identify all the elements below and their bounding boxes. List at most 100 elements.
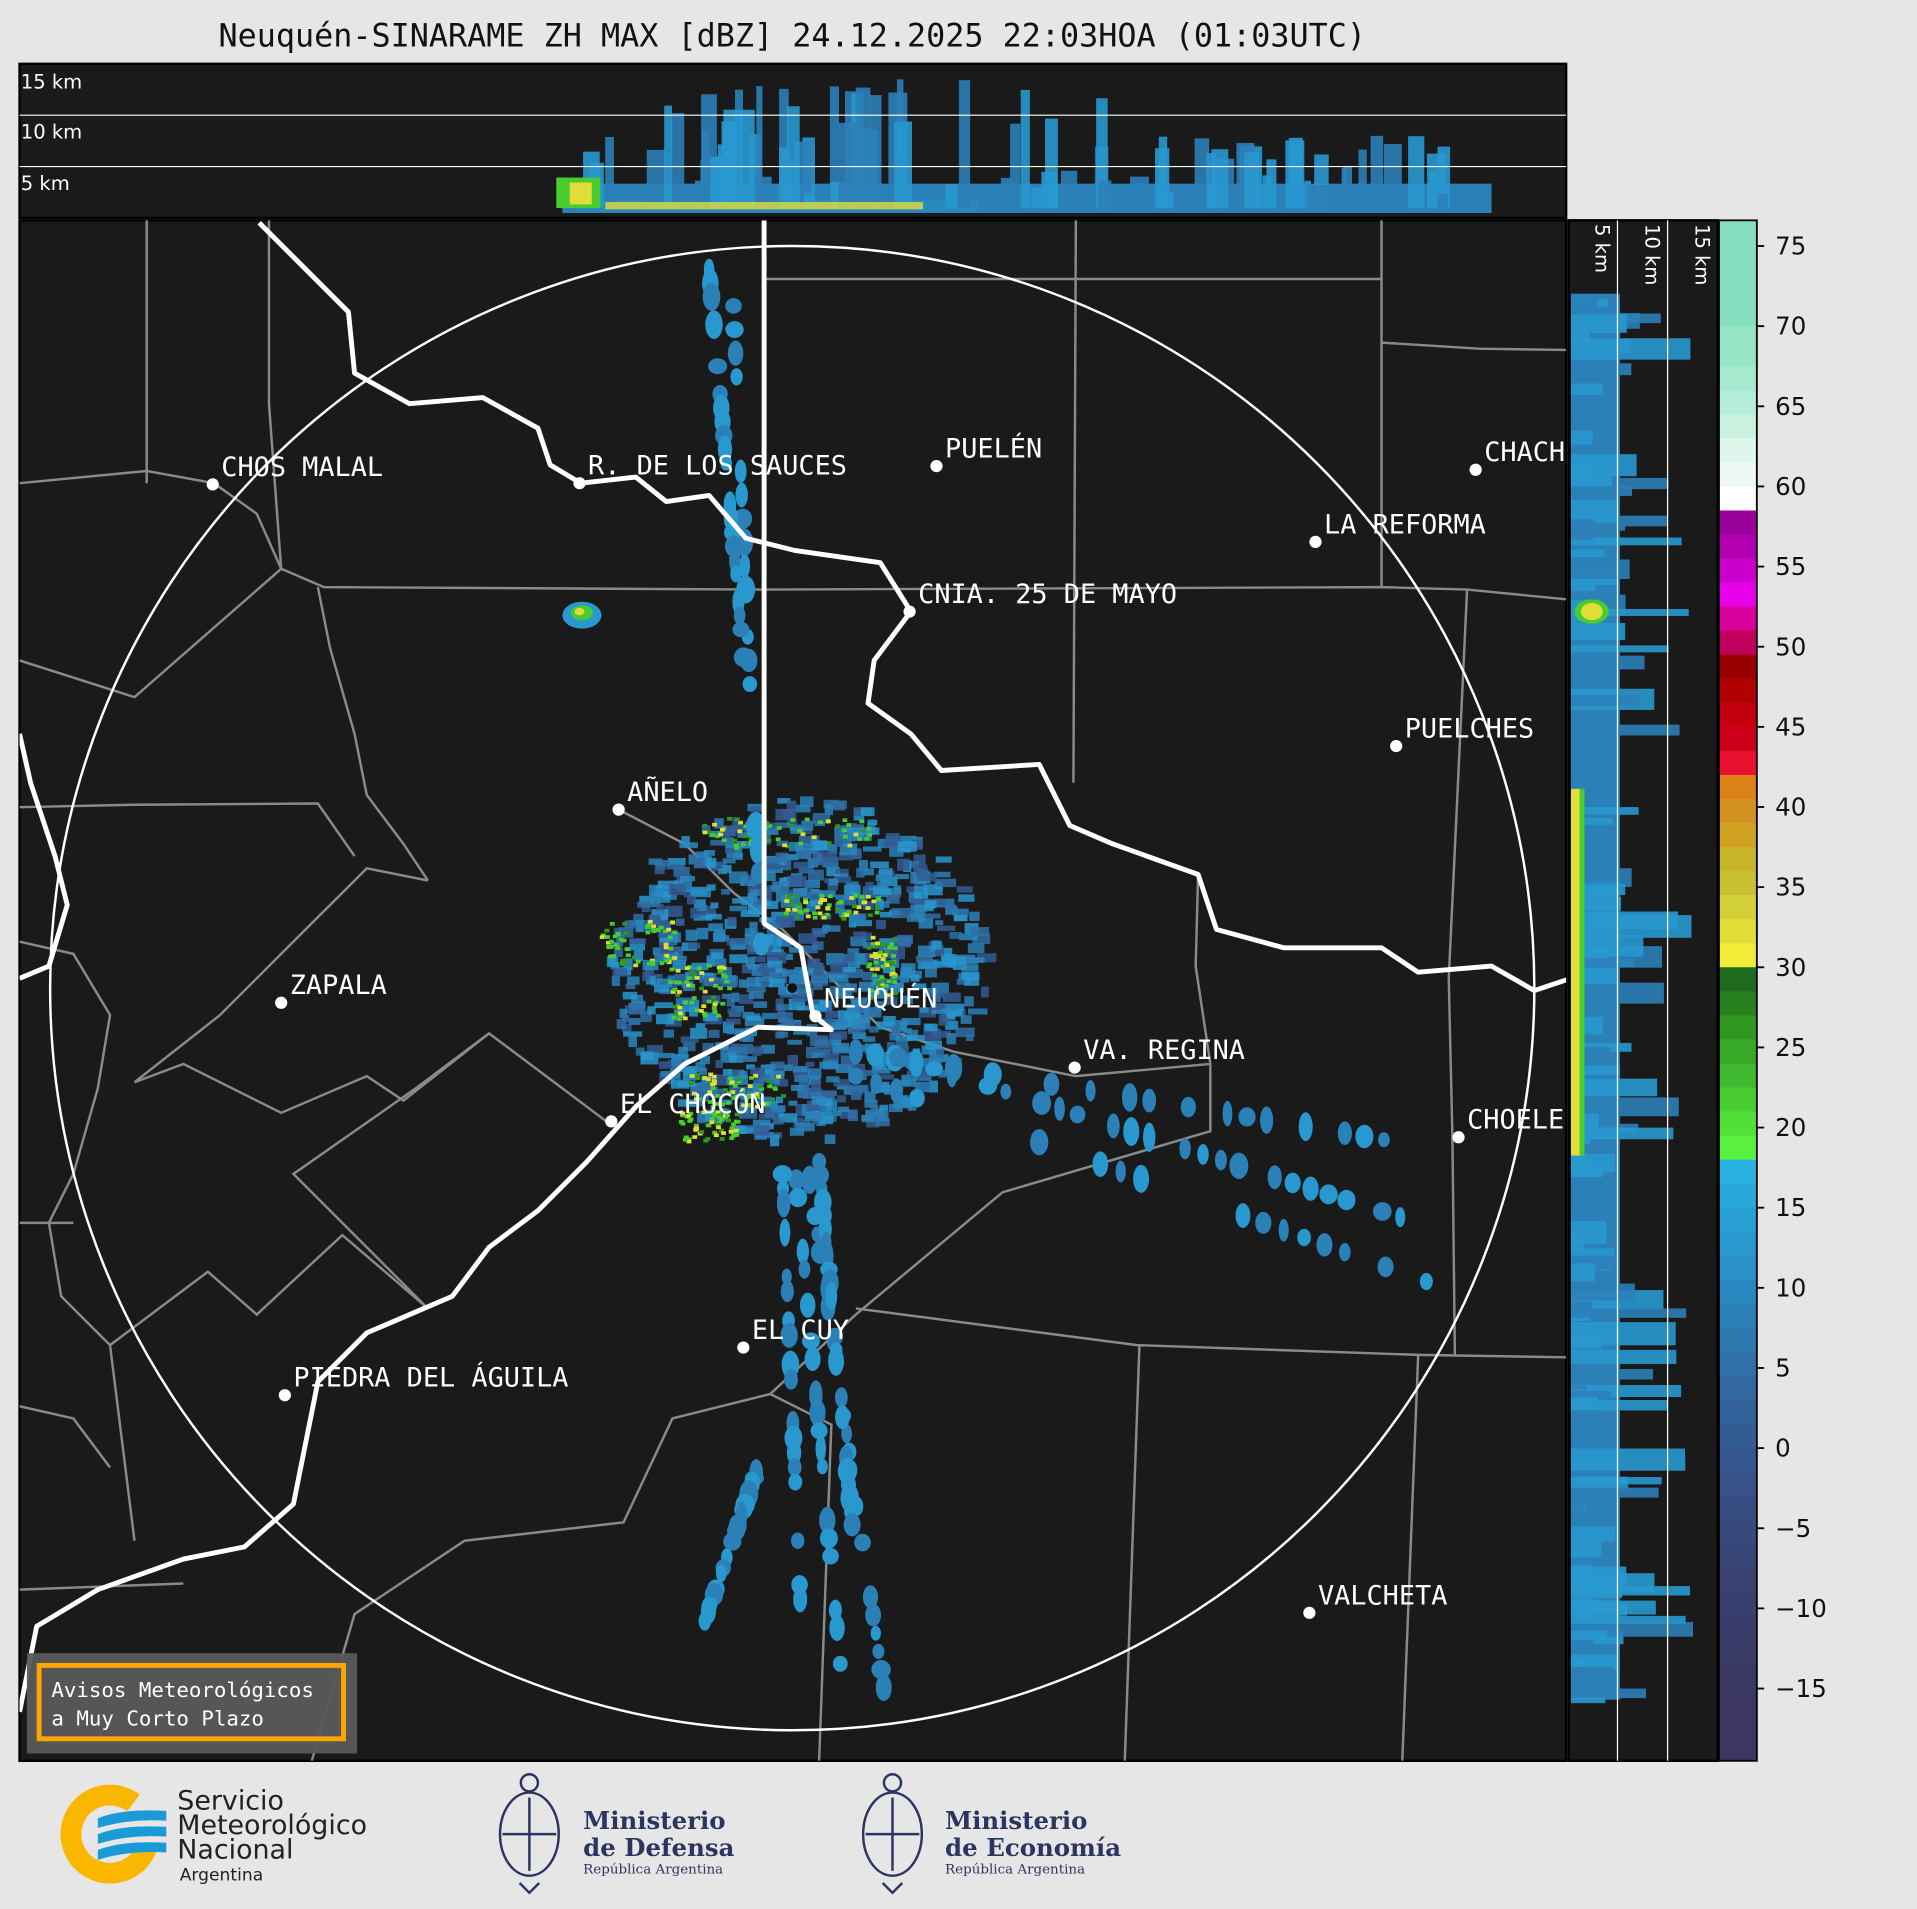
- radar-map[interactable]: CHOS MALAL R. DE LOS SAUCES PUELÉN CHACH LA …: [18, 219, 1571, 1763]
- side-panel-label-5km: 5 km: [1590, 224, 1613, 273]
- city-dot-icon: [1309, 535, 1322, 548]
- city-dot-icon: [278, 1389, 291, 1402]
- colorbar-segment: [1718, 220, 1757, 327]
- city-dot-icon: [1390, 739, 1403, 753]
- city-dot-icon: [612, 803, 625, 816]
- colorbar-segment: [1718, 774, 1757, 800]
- city-label: EL CHOCÓN: [620, 1088, 766, 1120]
- city-marker[interactable]: EL CHOCÓN: [605, 1088, 765, 1128]
- colorbar-segment: [1718, 1351, 1757, 1377]
- city-marker[interactable]: CHOELE: [1452, 1105, 1564, 1144]
- colorbar-segment: [1718, 1520, 1757, 1545]
- city-label: PUELCHES: [1405, 713, 1534, 744]
- city-dot-icon: [605, 1115, 618, 1128]
- ministerio-economia-logo: Ministerio de Economía República Argenti…: [861, 1773, 1121, 1895]
- colorbar-segment: [1718, 438, 1757, 464]
- colorbar-segment: [1718, 1640, 1757, 1666]
- coat-of-arms-icon: [498, 1773, 560, 1895]
- colorbar-tick-label: 55: [1775, 552, 1806, 581]
- city-label: NEUQUÉN: [824, 983, 937, 1015]
- smn-text-1: Servicio: [177, 1786, 284, 1817]
- colorbar-tick-label: −15: [1775, 1674, 1827, 1703]
- city-marker[interactable]: R. DE LOS SAUCES: [573, 451, 847, 490]
- city-label: CHACH: [1484, 437, 1565, 468]
- city-marker[interactable]: EL CUY: [737, 1315, 849, 1354]
- colorbar-tick-label: 70: [1775, 312, 1806, 341]
- city-marker[interactable]: PUELCHES: [1390, 713, 1534, 753]
- side-cross-section-panel: 5 km 10 km 15 km: [1567, 219, 1719, 1763]
- city-dot-icon: [930, 459, 943, 473]
- colorbar-tick-label: 20: [1775, 1113, 1806, 1142]
- colorbar-segment: [1718, 967, 1757, 992]
- city-marker[interactable]: PUELÉN: [930, 433, 1042, 473]
- top-panel-label-5km: 5 km: [21, 172, 70, 195]
- city-marker[interactable]: CHACH: [1469, 437, 1566, 476]
- colorbar-segment: [1718, 847, 1757, 872]
- colorbar-tick-label: 25: [1775, 1033, 1806, 1062]
- city-dot-icon: [1452, 1131, 1465, 1144]
- colorbar-segment: [1718, 702, 1757, 728]
- colorbar-tick-label: 35: [1775, 873, 1806, 902]
- city-marker[interactable]: AÑELO: [612, 776, 709, 816]
- radar-site-marker: [787, 983, 798, 994]
- colorbar-segment: [1718, 1207, 1757, 1233]
- defensa-text-3: República Argentina: [583, 1862, 723, 1877]
- colorbar-segment: [1718, 1544, 1757, 1569]
- colorbar-tick-label: 50: [1775, 632, 1806, 661]
- colorbar-segment: [1718, 462, 1757, 488]
- colorbar-segment: [1718, 582, 1757, 608]
- top-panel-label-10km: 10 km: [21, 120, 82, 143]
- city-label: R. DE LOS SAUCES: [588, 451, 847, 482]
- city-label: CHOS MALAL: [221, 452, 383, 483]
- colorbar-tick-label: −10: [1775, 1594, 1827, 1623]
- city-marker[interactable]: CHOS MALAL: [206, 452, 383, 491]
- city-label: AÑELO: [627, 776, 708, 808]
- colorbar-segment: [1718, 1135, 1757, 1161]
- side-panel-label-10km: 10 km: [1641, 224, 1664, 285]
- colorbar-segment: [1718, 1303, 1757, 1329]
- colorbar-segment: [1718, 606, 1757, 632]
- figure-title: Neuquén-SINARAME ZH MAX [dBZ] 24.12.2025…: [218, 19, 1365, 55]
- city-marker[interactable]: LA REFORMA: [1309, 509, 1486, 548]
- colorbar-segment: [1718, 1255, 1757, 1281]
- colorbar-segment: [1718, 630, 1757, 656]
- city-dot-icon: [1469, 463, 1482, 476]
- city-marker[interactable]: PIEDRA DEL ÁGUILA: [278, 1362, 569, 1402]
- colorbar-segment: [1718, 1015, 1757, 1041]
- colorbar-segment: [1718, 919, 1757, 944]
- colorbar-segment: [1718, 750, 1757, 776]
- colorbar-segment: [1718, 1279, 1757, 1305]
- colorbar-frame: [1718, 219, 1758, 1762]
- economia-text-1: Ministerio: [945, 1806, 1087, 1835]
- colorbar-segment: [1718, 390, 1757, 415]
- colorbar-segment: [1718, 558, 1757, 584]
- colorbar-segment: [1718, 1712, 1757, 1762]
- colorbar-segment: [1718, 1592, 1757, 1618]
- city-label: EL CUY: [752, 1315, 849, 1346]
- colorbar-segment: [1718, 1159, 1757, 1185]
- colorbar-tick-label: 60: [1775, 472, 1806, 501]
- colorbar-segment: [1718, 1472, 1757, 1497]
- city-dot-icon: [1068, 1061, 1081, 1074]
- ministerio-defensa-logo: Ministerio de Defensa República Argentin…: [498, 1773, 735, 1895]
- colorbar-segment: [1718, 823, 1757, 848]
- city-marker[interactable]: NEUQUÉN: [809, 983, 937, 1023]
- colorbar-tick-label: 15: [1775, 1193, 1806, 1222]
- defensa-text-2: de Defensa: [583, 1833, 734, 1862]
- city-marker[interactable]: VALCHETA: [1303, 1580, 1447, 1619]
- city-marker[interactable]: ZAPALA: [275, 970, 387, 1009]
- colorbar-segment: [1718, 1039, 1757, 1065]
- warning-legend-box[interactable]: Avisos Meteorológicos a Muy Corto Plazo: [26, 1653, 357, 1754]
- colorbar-segment: [1718, 366, 1757, 391]
- city-dot-icon: [809, 1010, 822, 1023]
- top-panel-label-15km: 15 km: [21, 70, 82, 93]
- radar-range-ring: [48, 244, 1536, 1732]
- city-label: VA. REGINA: [1083, 1035, 1245, 1066]
- city-dot-icon: [1303, 1606, 1316, 1619]
- colorbar-segment: [1718, 871, 1757, 896]
- colorbar-tick-label: 75: [1775, 232, 1806, 261]
- city-marker[interactable]: VA. REGINA: [1068, 1035, 1245, 1074]
- city-marker[interactable]: CNIA. 25 DE MAYO: [903, 579, 1177, 618]
- colorbar-segment: [1718, 1424, 1757, 1449]
